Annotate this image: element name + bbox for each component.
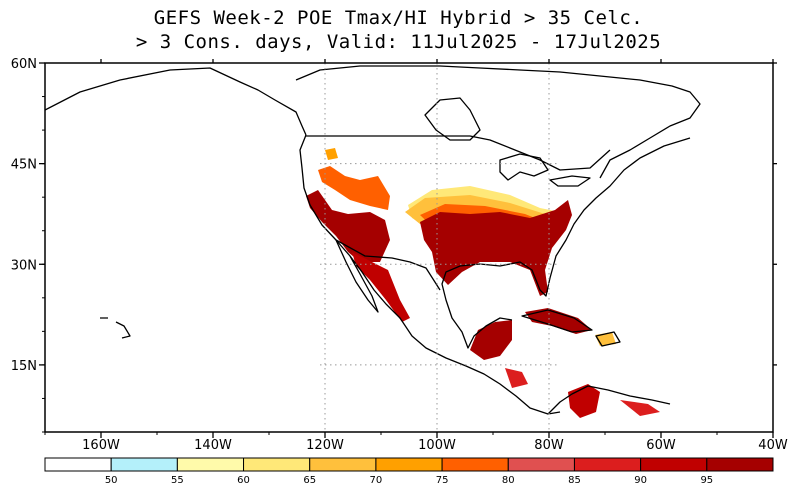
lon-label: 140W xyxy=(194,438,232,453)
lon-label: 80W xyxy=(534,438,564,453)
hawaii-islands xyxy=(100,317,131,339)
lat-label: 15N xyxy=(11,359,37,374)
colorbar-swatch xyxy=(640,457,708,472)
graticule xyxy=(320,63,560,432)
lat-label: 60N xyxy=(11,57,37,72)
chart-title-line1: GEFS Week-2 POE Tmax/HI Hybrid > 35 Celc… xyxy=(153,7,644,29)
probability-shading xyxy=(306,148,660,418)
colorbar-swatch xyxy=(110,457,178,472)
coastlines-and-borders xyxy=(45,65,701,415)
colorbar-swatch xyxy=(573,457,642,472)
chart-title-line2: > 3 Cons. days, Valid: 11Jul2025 - 17Jul… xyxy=(135,31,662,53)
plot-frame xyxy=(44,62,774,433)
lon-label: 160W xyxy=(82,438,120,453)
colorbar-label: 50 xyxy=(105,475,118,486)
great-lakes xyxy=(499,153,591,187)
latitude-labels: 60N 45N 30N 15N xyxy=(11,57,37,374)
alaska-coastline xyxy=(45,67,307,136)
heat-core-desert-southwest xyxy=(306,190,390,262)
colorbar-swatch xyxy=(176,457,245,472)
lon-label: 100W xyxy=(418,438,456,453)
colorbar-swatch xyxy=(441,457,509,472)
canada-east-coastline xyxy=(295,65,701,179)
heat-core-sonora xyxy=(352,252,410,322)
heat-core-southeast xyxy=(420,200,572,296)
heat-band-great-basin xyxy=(318,166,390,210)
colorbar-label: 85 xyxy=(568,475,581,486)
colorbar: 50 55 60 65 70 75 80 85 90 95 xyxy=(44,457,774,486)
cuba-island xyxy=(521,309,593,333)
colorbar-label: 65 xyxy=(303,475,316,486)
baja-peninsula xyxy=(335,239,379,313)
lon-label: 120W xyxy=(306,438,344,453)
gulf-and-atlantic-coastline xyxy=(441,137,691,415)
heat-core-yucatan xyxy=(470,320,512,360)
colorbar-label: 70 xyxy=(370,475,383,486)
axis-ticks xyxy=(39,59,777,438)
us-mexico-border xyxy=(335,239,441,291)
colorbar-swatch xyxy=(507,457,575,472)
heat-spot-venezuela xyxy=(620,400,660,416)
lon-label: 40W xyxy=(758,438,788,453)
us-canada-border xyxy=(305,135,611,171)
lat-label: 45N xyxy=(11,158,37,173)
heat-spot-colombia xyxy=(568,384,600,418)
colorbar-swatch xyxy=(375,457,443,472)
heat-spot-central-america xyxy=(505,368,528,388)
lat-label: 30N xyxy=(11,258,37,273)
colorbar-swatch xyxy=(44,457,112,472)
heat-spot-pacific-northwest xyxy=(325,148,338,160)
colorbar-swatch xyxy=(706,457,774,472)
lon-label: 60W xyxy=(646,438,676,453)
hudson-bay xyxy=(424,97,481,141)
colorbar-label: 90 xyxy=(634,475,647,486)
colorbar-swatch xyxy=(243,457,311,472)
colorbar-label: 95 xyxy=(700,475,713,486)
colorbar-label: 60 xyxy=(237,475,250,486)
hispaniola-island xyxy=(595,331,621,347)
pacific-coastline xyxy=(299,134,561,415)
heat-core-cuba xyxy=(525,308,592,334)
longitude-labels: 160W 140W 120W 100W 80W 60W 40W xyxy=(82,438,788,453)
colorbar-label: 55 xyxy=(171,475,184,486)
colorbar-label: 75 xyxy=(436,475,449,486)
colorbar-label: 80 xyxy=(502,475,515,486)
colorbar-swatch xyxy=(309,457,377,472)
